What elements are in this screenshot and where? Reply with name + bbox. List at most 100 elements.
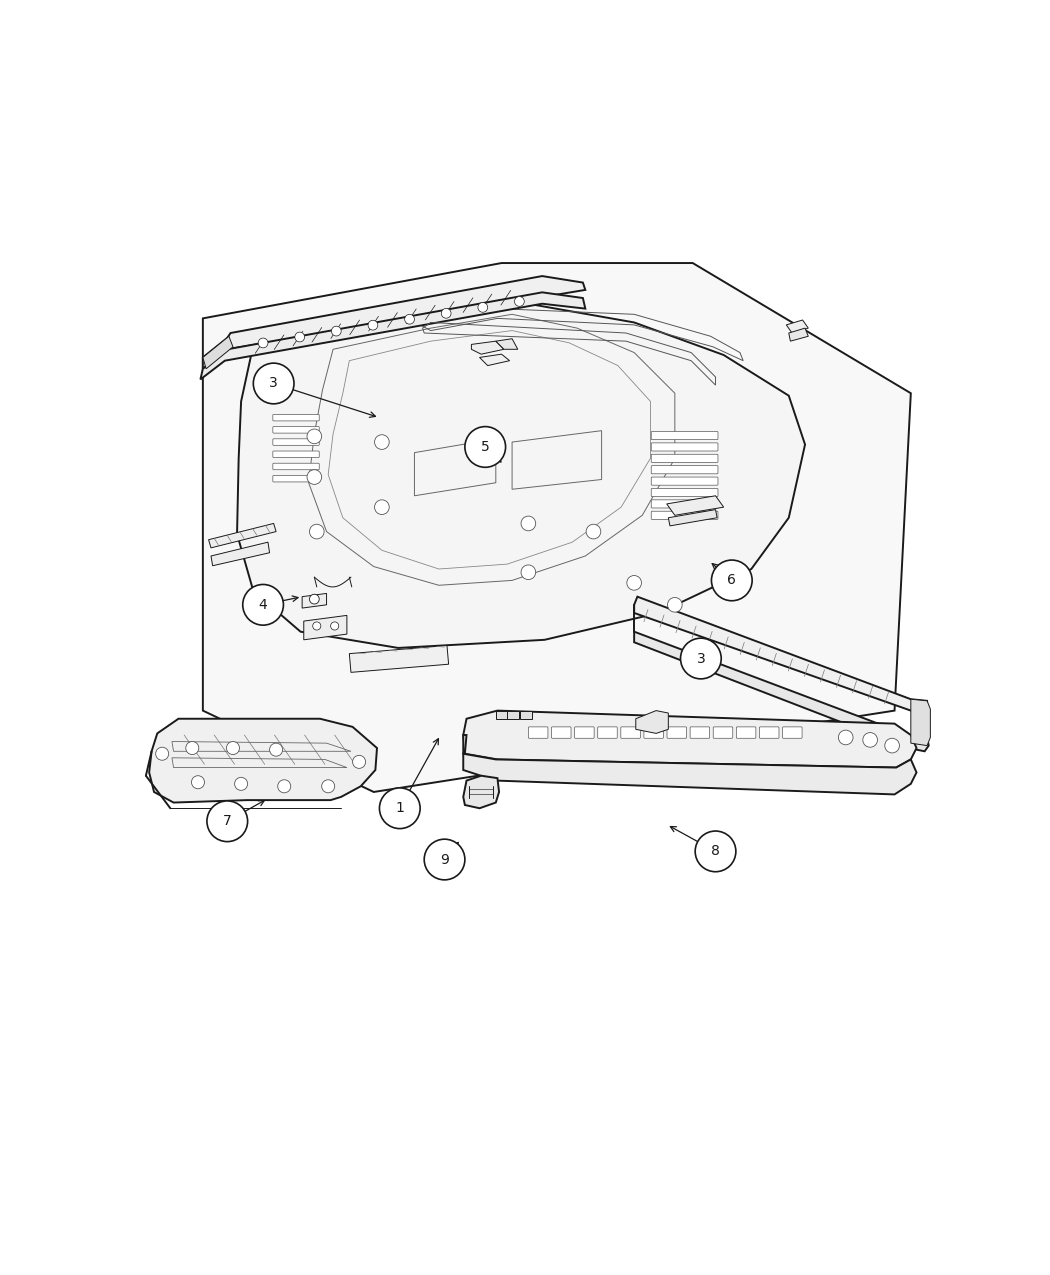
Circle shape [270,743,282,756]
Circle shape [838,731,853,745]
FancyBboxPatch shape [273,476,317,482]
FancyBboxPatch shape [273,439,319,445]
FancyBboxPatch shape [651,511,718,519]
Circle shape [680,639,721,678]
Circle shape [243,584,284,625]
Polygon shape [463,734,466,754]
Circle shape [375,500,390,515]
Polygon shape [634,597,927,710]
Polygon shape [520,710,532,719]
Circle shape [379,788,420,829]
Circle shape [695,831,736,872]
Polygon shape [211,542,270,566]
Polygon shape [209,524,276,548]
FancyBboxPatch shape [713,727,733,738]
FancyBboxPatch shape [273,414,319,421]
Polygon shape [789,328,808,342]
FancyBboxPatch shape [651,454,718,463]
Polygon shape [463,710,917,768]
Text: 7: 7 [223,815,232,829]
Polygon shape [667,496,723,515]
FancyBboxPatch shape [574,727,594,738]
Text: 1: 1 [396,801,404,815]
Polygon shape [480,354,509,366]
Polygon shape [203,263,910,792]
Polygon shape [203,337,233,368]
Circle shape [465,427,506,468]
Text: 3: 3 [696,652,706,666]
Circle shape [295,333,304,342]
Circle shape [186,742,198,755]
Polygon shape [507,710,520,719]
FancyBboxPatch shape [651,465,718,474]
FancyBboxPatch shape [736,727,756,738]
Circle shape [258,338,268,348]
Circle shape [310,594,319,604]
Polygon shape [634,631,929,751]
Circle shape [375,435,390,449]
Text: 3: 3 [269,376,278,390]
Circle shape [277,780,291,793]
FancyBboxPatch shape [782,727,802,738]
Circle shape [307,430,321,444]
Circle shape [369,320,378,330]
Text: 6: 6 [728,574,736,588]
Polygon shape [303,616,346,640]
Polygon shape [302,593,327,608]
Circle shape [441,309,452,319]
Polygon shape [471,342,504,354]
Text: 8: 8 [711,844,720,858]
FancyBboxPatch shape [759,727,779,738]
Circle shape [234,778,248,790]
Polygon shape [786,320,809,333]
Circle shape [521,565,536,580]
Circle shape [331,622,339,630]
FancyBboxPatch shape [551,727,571,738]
Text: 4: 4 [258,598,268,612]
Polygon shape [350,645,448,672]
Circle shape [227,742,239,755]
Polygon shape [463,775,499,808]
Circle shape [155,747,169,760]
Polygon shape [201,292,585,380]
FancyBboxPatch shape [644,727,664,738]
Circle shape [313,622,321,630]
Polygon shape [203,338,227,368]
Circle shape [404,315,415,324]
Polygon shape [910,699,930,746]
Circle shape [586,524,601,539]
FancyBboxPatch shape [597,727,617,738]
Circle shape [253,363,294,404]
Circle shape [712,560,752,601]
Circle shape [353,755,365,769]
FancyBboxPatch shape [651,431,718,440]
Circle shape [424,839,465,880]
Circle shape [668,598,682,612]
Circle shape [627,575,642,590]
Circle shape [207,801,248,842]
Circle shape [307,469,321,484]
Polygon shape [635,710,669,733]
Circle shape [521,516,536,530]
Polygon shape [496,339,518,349]
FancyBboxPatch shape [651,500,718,507]
Circle shape [310,524,324,539]
Text: 5: 5 [481,440,489,454]
FancyBboxPatch shape [621,727,640,738]
Circle shape [321,780,335,793]
FancyBboxPatch shape [651,442,718,451]
Polygon shape [496,710,508,719]
Polygon shape [227,277,585,349]
Circle shape [514,297,524,306]
FancyBboxPatch shape [273,463,319,469]
FancyBboxPatch shape [651,488,718,496]
Polygon shape [149,719,377,802]
Circle shape [478,302,487,312]
Polygon shape [463,754,917,794]
Polygon shape [237,298,805,648]
FancyBboxPatch shape [528,727,548,738]
Polygon shape [669,510,717,525]
Circle shape [191,775,205,789]
FancyBboxPatch shape [690,727,710,738]
FancyBboxPatch shape [667,727,687,738]
